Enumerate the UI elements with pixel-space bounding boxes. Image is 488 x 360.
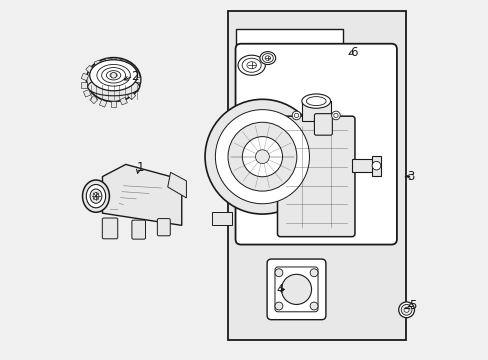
Bar xyxy=(90,96,98,104)
Bar xyxy=(123,61,131,69)
FancyBboxPatch shape xyxy=(235,44,396,244)
Circle shape xyxy=(204,99,319,214)
Circle shape xyxy=(110,72,116,78)
Bar xyxy=(99,100,107,107)
Text: 3: 3 xyxy=(407,170,414,183)
Bar xyxy=(351,159,378,172)
Ellipse shape xyxy=(88,78,139,96)
FancyBboxPatch shape xyxy=(314,114,332,135)
Circle shape xyxy=(331,111,340,120)
Bar xyxy=(228,12,405,339)
Bar xyxy=(127,91,136,100)
FancyBboxPatch shape xyxy=(102,218,118,239)
FancyBboxPatch shape xyxy=(157,219,170,236)
Bar xyxy=(134,77,140,82)
Bar xyxy=(114,58,122,65)
Text: 1: 1 xyxy=(137,161,144,174)
Bar xyxy=(235,30,343,101)
Bar xyxy=(81,82,87,88)
Circle shape xyxy=(242,136,282,177)
Circle shape xyxy=(227,122,296,191)
Bar xyxy=(81,73,88,81)
Circle shape xyxy=(398,302,414,318)
Circle shape xyxy=(371,161,380,170)
Circle shape xyxy=(255,150,269,163)
Circle shape xyxy=(403,307,408,312)
Circle shape xyxy=(400,305,411,315)
Ellipse shape xyxy=(86,184,105,208)
FancyBboxPatch shape xyxy=(277,116,354,237)
Ellipse shape xyxy=(281,274,311,305)
Bar xyxy=(85,65,94,73)
Ellipse shape xyxy=(301,94,330,108)
Text: 2: 2 xyxy=(131,69,139,82)
Circle shape xyxy=(274,302,282,310)
Bar xyxy=(120,98,127,105)
Ellipse shape xyxy=(238,55,265,75)
Text: 5: 5 xyxy=(408,299,415,312)
Circle shape xyxy=(215,110,309,204)
Bar xyxy=(94,60,102,67)
Circle shape xyxy=(309,302,317,310)
Bar xyxy=(83,90,91,97)
FancyBboxPatch shape xyxy=(132,220,145,239)
Circle shape xyxy=(292,111,300,120)
Circle shape xyxy=(274,269,282,277)
Ellipse shape xyxy=(89,60,137,91)
Bar xyxy=(130,68,138,75)
FancyBboxPatch shape xyxy=(266,259,325,320)
Bar xyxy=(105,58,110,64)
Text: 6: 6 xyxy=(349,46,357,59)
Ellipse shape xyxy=(260,51,275,64)
Ellipse shape xyxy=(86,58,141,102)
Text: 4: 4 xyxy=(276,283,284,296)
Polygon shape xyxy=(167,172,186,198)
Bar xyxy=(212,212,231,225)
Bar xyxy=(301,101,330,121)
Circle shape xyxy=(309,269,317,277)
Bar xyxy=(133,84,140,92)
Polygon shape xyxy=(102,165,182,225)
Bar xyxy=(110,101,116,107)
Bar xyxy=(371,156,380,176)
Ellipse shape xyxy=(82,180,109,212)
Ellipse shape xyxy=(90,189,102,203)
Ellipse shape xyxy=(93,193,99,200)
